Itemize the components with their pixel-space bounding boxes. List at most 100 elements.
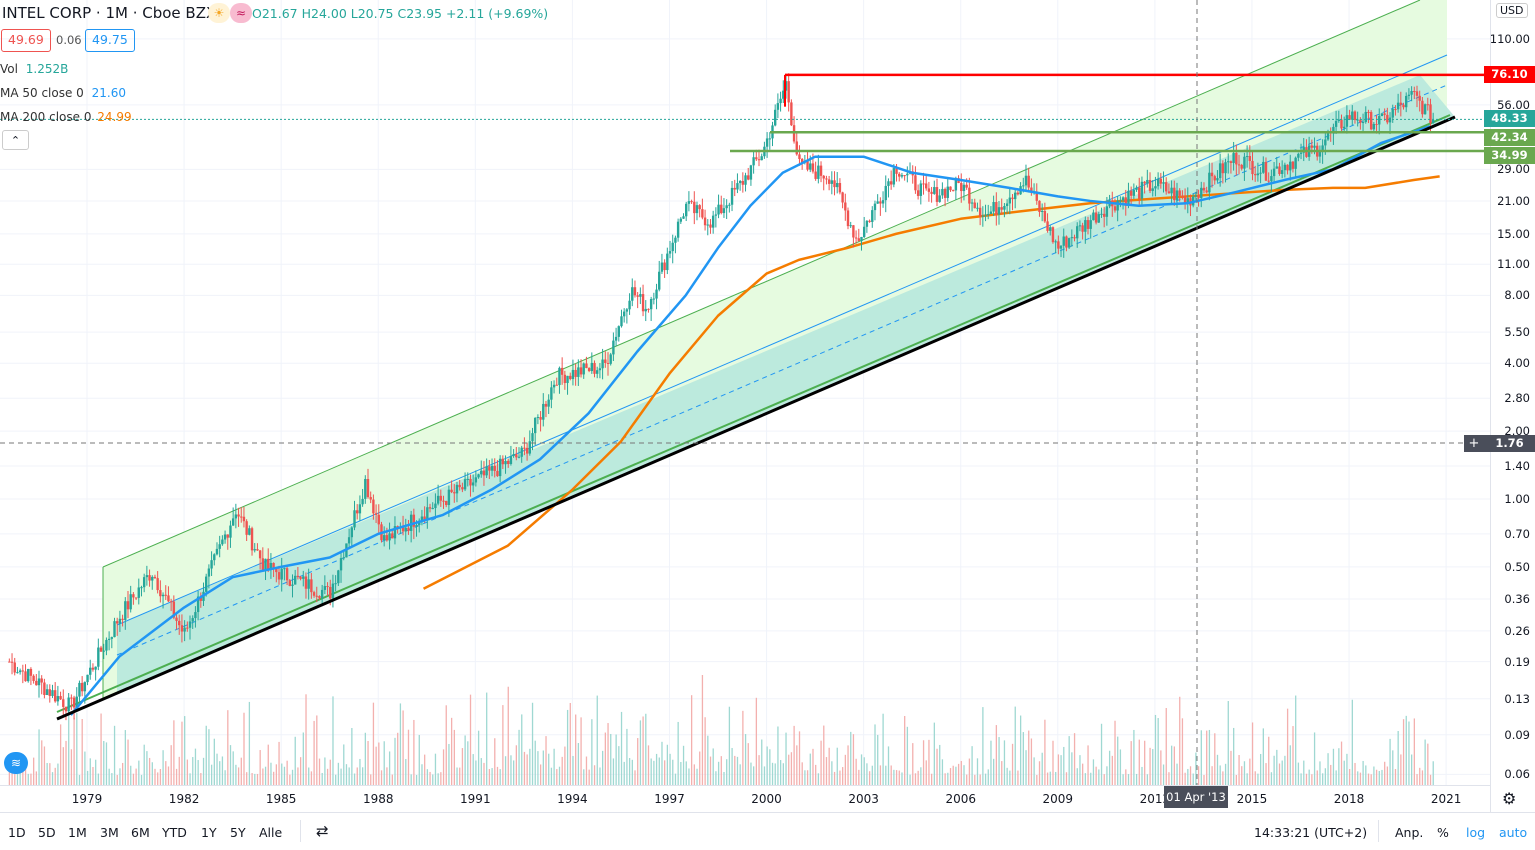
percent-toggle[interactable]: % <box>1437 825 1449 840</box>
volume-bar <box>68 713 70 785</box>
range-1m[interactable]: 1M <box>68 825 87 840</box>
volume-bar <box>1133 729 1135 785</box>
candle-body <box>70 697 73 699</box>
volume-bar <box>798 731 801 785</box>
candle-body <box>250 528 254 551</box>
volume-bar <box>1362 760 1364 785</box>
volume-bar <box>893 769 895 785</box>
candle-body <box>865 220 869 227</box>
volume-bar <box>313 720 315 785</box>
volume-bar <box>54 767 56 785</box>
range-1y[interactable]: 1Y <box>201 825 217 840</box>
candle-body <box>191 618 194 622</box>
candle-body <box>288 580 291 586</box>
adjust-toggle[interactable]: Anp. <box>1395 825 1424 840</box>
symbol-title[interactable]: INTEL CORP · 1M · Cboe BZX <box>2 4 217 22</box>
candle-body <box>409 514 413 531</box>
candle-body <box>1121 197 1125 201</box>
range-1d[interactable]: 1D <box>8 825 26 840</box>
date-range-icon[interactable]: ⇄ <box>316 822 329 840</box>
candle-body <box>1170 187 1173 194</box>
volume-bar <box>720 756 722 785</box>
volume-bar <box>634 770 636 785</box>
volume-bar <box>785 732 787 785</box>
crosshair-add-icon[interactable]: + <box>1464 435 1484 452</box>
volume-bar <box>232 751 234 785</box>
volume-bar <box>836 747 838 785</box>
sell-price-button[interactable]: 49.69 <box>1 29 51 52</box>
candle-body <box>695 205 699 214</box>
candle-body <box>531 433 534 442</box>
price-chart[interactable] <box>0 0 1490 785</box>
volume-bar <box>132 773 135 785</box>
buy-price-button[interactable]: 49.75 <box>85 29 135 52</box>
volume-bar <box>1332 748 1335 785</box>
candle-body <box>579 367 583 375</box>
candle-body <box>1186 198 1189 203</box>
range-3m[interactable]: 3M <box>100 825 119 840</box>
volume-bar <box>324 757 326 785</box>
candle-body <box>396 526 399 528</box>
candle-body <box>949 186 952 191</box>
ohlc-values: O21.67 H24.00 L20.75 C23.95 +2.11 (+9.69… <box>252 6 549 21</box>
volume-bar <box>1246 773 1248 785</box>
candle-body <box>188 621 192 628</box>
log-toggle[interactable]: log <box>1466 825 1486 840</box>
volume-bar <box>866 763 868 785</box>
market-open-icon[interactable]: ☀ <box>208 3 230 23</box>
delayed-data-icon[interactable]: ≈ <box>230 3 252 23</box>
tradingview-logo-icon[interactable]: ≋ <box>4 752 28 774</box>
range-ytd[interactable]: YTD <box>162 825 187 840</box>
volume-bar <box>890 765 892 785</box>
candle-body <box>320 589 324 599</box>
volume-bar <box>1305 773 1308 785</box>
volume-bar <box>709 756 712 785</box>
volume-bar <box>984 773 987 785</box>
candle-body <box>625 309 629 312</box>
ma50-label[interactable]: MA 50 close 0 <box>0 86 84 100</box>
currency-label[interactable]: USD <box>1496 3 1528 18</box>
range-5y[interactable]: 5Y <box>230 825 246 840</box>
candle-body <box>1356 119 1359 121</box>
volume-bar <box>1416 774 1418 785</box>
volume-bar <box>224 770 226 785</box>
candle-body <box>989 211 993 214</box>
volume-bar <box>1019 715 1022 785</box>
candle-body <box>461 487 464 490</box>
volume-bar <box>135 768 137 785</box>
volume-bar <box>564 746 566 785</box>
volume-bar <box>1316 770 1318 785</box>
volume-bar <box>1141 766 1143 785</box>
candle-body <box>1013 192 1017 200</box>
candle-body <box>56 696 60 702</box>
volume-bar <box>1017 770 1019 785</box>
range-all[interactable]: Alle <box>259 825 283 840</box>
candle-body <box>776 103 780 110</box>
ma200-label[interactable]: MA 200 close 0 <box>0 110 92 124</box>
volume-bar <box>742 710 744 785</box>
candle-body <box>1361 122 1365 124</box>
volume-bar <box>391 774 393 785</box>
candle-body <box>401 526 405 532</box>
volume-bar <box>16 772 19 785</box>
range-6m[interactable]: 6M <box>131 825 150 840</box>
collapse-legend-button[interactable]: ⌃ <box>2 130 29 150</box>
volume-bar <box>912 743 914 785</box>
candle-body <box>693 201 696 214</box>
auto-toggle[interactable]: auto <box>1499 825 1528 840</box>
settings-gear-icon[interactable]: ⚙ <box>1502 789 1517 808</box>
range-5d[interactable]: 5D <box>38 825 56 840</box>
candle-body <box>140 587 143 589</box>
volume-bar <box>459 767 461 785</box>
volume-bar <box>119 768 121 785</box>
volume-bar <box>76 712 78 785</box>
crosshair-price-tag: 1.76 <box>1484 435 1535 452</box>
volume-bar <box>30 773 32 785</box>
candle-body <box>1094 212 1098 223</box>
volume-bar <box>254 773 256 785</box>
volume-bar <box>1365 765 1367 785</box>
volume-bar <box>933 722 935 785</box>
volume-bar <box>1214 733 1216 785</box>
clock[interactable]: 14:33:21 (UTC+2) <box>1254 825 1368 840</box>
candle-body <box>218 544 221 549</box>
